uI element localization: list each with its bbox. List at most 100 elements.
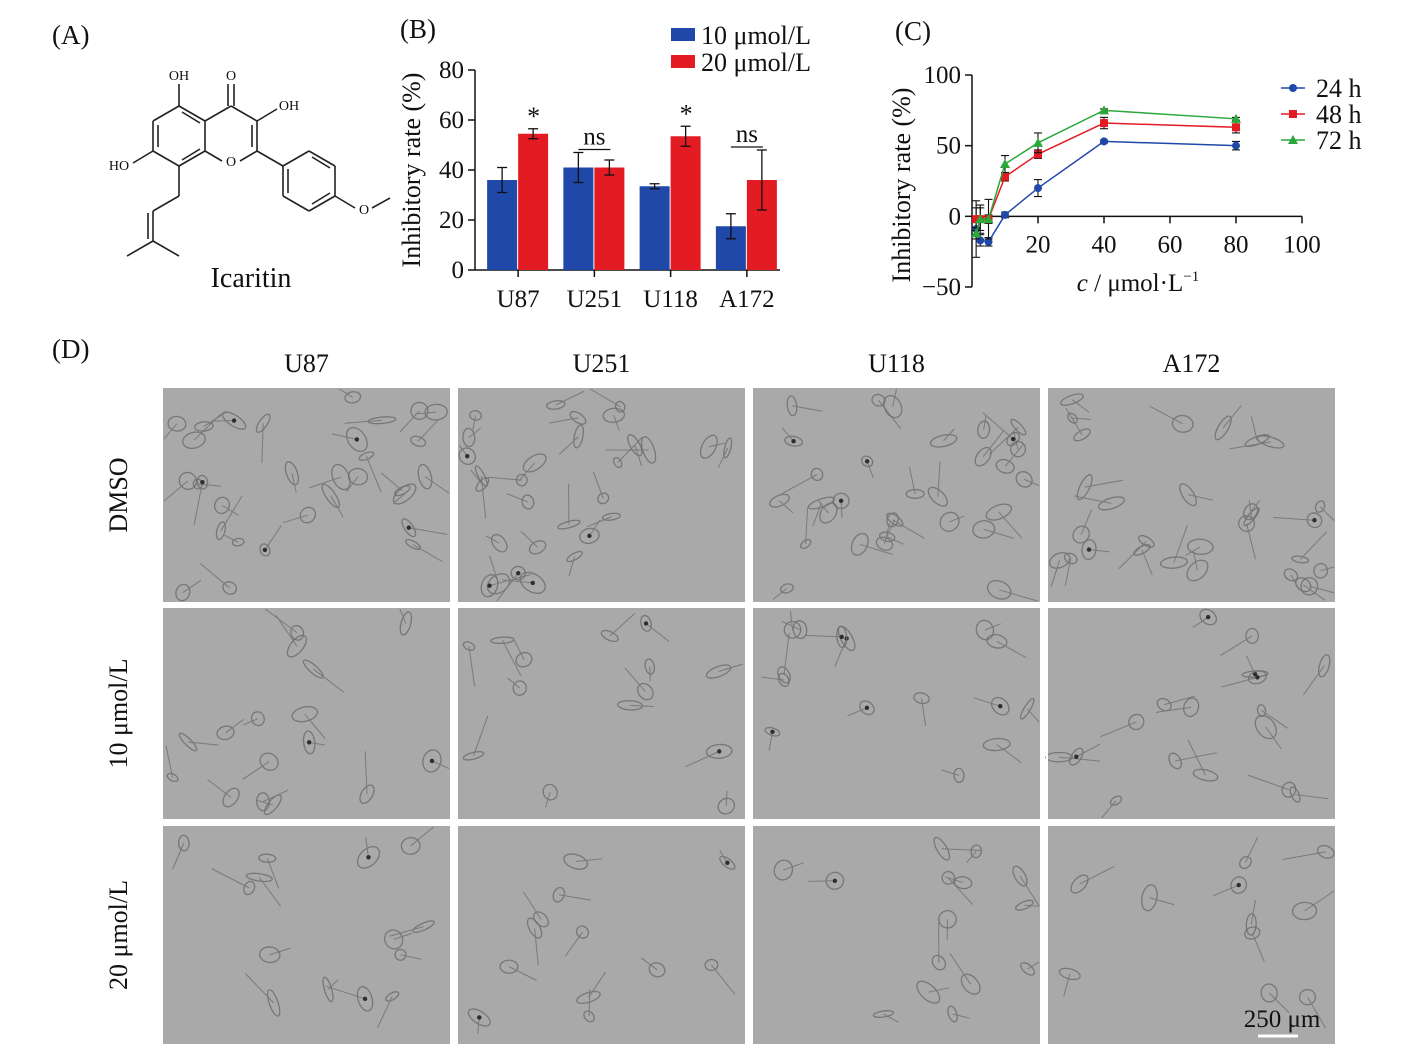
cell-body <box>784 435 804 447</box>
cell-process <box>264 608 298 634</box>
cell-process <box>711 964 736 995</box>
cell-body <box>977 420 991 439</box>
c-y-tick-label: −50 <box>922 274 961 301</box>
cell-process <box>518 462 536 482</box>
cell-body <box>178 732 198 752</box>
cell-body <box>773 859 794 881</box>
cell-process <box>575 858 603 863</box>
cell-process <box>496 572 519 602</box>
atom-oh-left: HO <box>109 159 129 174</box>
atom-o-methoxy: O <box>359 203 369 218</box>
cell-process <box>283 514 308 524</box>
cell-process <box>304 713 326 740</box>
cell-body <box>799 538 812 550</box>
cell-body <box>266 989 281 1017</box>
cell-process <box>1251 932 1265 962</box>
c-legend-marker <box>1289 84 1297 92</box>
cell-process <box>399 410 420 433</box>
cell-body <box>1192 768 1219 782</box>
b-bar <box>518 133 549 270</box>
cell-process <box>512 637 525 660</box>
cell-process <box>193 482 203 525</box>
b-legend-label: 20 μmol/L <box>701 48 811 77</box>
cell-body <box>299 506 317 524</box>
cell-process <box>172 842 185 870</box>
micrograph-frame <box>456 386 747 604</box>
cell-body <box>807 496 835 510</box>
b-significance-mark: * <box>680 99 693 128</box>
cell-process <box>892 388 897 407</box>
cell-process <box>1193 551 1198 571</box>
cell-body <box>717 797 736 815</box>
cell-process <box>1244 836 1259 863</box>
cell-body <box>986 634 1008 649</box>
cell-process <box>523 891 542 920</box>
b-x-tick-label: U251 <box>567 286 623 313</box>
cell-body <box>258 853 277 863</box>
cell-debris <box>429 758 435 764</box>
cell-process <box>791 405 823 412</box>
cell-body <box>214 496 231 515</box>
cell-body <box>480 574 499 598</box>
cell-body <box>602 407 626 423</box>
cell-body <box>705 664 732 679</box>
cell-body <box>941 870 956 885</box>
cell-process <box>708 442 726 448</box>
cell-debris <box>864 459 870 464</box>
cell-process <box>477 1017 480 1034</box>
cell-body <box>499 959 519 974</box>
cell-body <box>177 834 190 852</box>
cell-body <box>931 954 947 971</box>
cell-process <box>883 522 891 544</box>
cell-process <box>472 415 477 431</box>
cell-debris <box>465 453 470 459</box>
cell-process <box>1173 525 1188 563</box>
b-legend-swatch <box>671 28 695 41</box>
cell-process <box>1187 494 1213 501</box>
cell-process <box>165 745 174 778</box>
cell-process <box>502 579 533 584</box>
cell-body <box>1245 913 1257 936</box>
cell-body <box>1067 412 1078 424</box>
cell-process <box>506 493 529 503</box>
cell-body <box>982 737 1011 752</box>
line-chart-c: 100 50 0 −50 20 40 60 80 100 Inhibitory rate (%) c… <box>887 62 1362 301</box>
cell-body <box>521 494 535 510</box>
cell-body <box>1260 983 1278 1003</box>
b-y-tick-label: 0 <box>452 257 465 284</box>
micrograph-image <box>457 607 746 820</box>
cell-body <box>705 743 733 759</box>
cell-body <box>284 461 300 486</box>
cell-process <box>291 473 297 493</box>
cell-process <box>892 519 925 539</box>
cell-process <box>1229 441 1271 450</box>
cell-body <box>1012 865 1028 887</box>
cell-process <box>952 1013 970 1019</box>
micrograph-frame <box>161 824 452 1046</box>
cell-body <box>1300 576 1319 596</box>
cell-process <box>555 390 585 406</box>
cell-body <box>1245 627 1260 644</box>
cell-process <box>534 928 539 966</box>
cell-process <box>1309 585 1335 594</box>
cell-process <box>1251 416 1258 441</box>
cell-body <box>819 502 838 524</box>
cell-process <box>949 953 972 985</box>
b-y-axis-label: Inhibitory rate (%) <box>397 73 426 268</box>
cell-body <box>972 520 996 539</box>
c-legend-label: 72 h <box>1316 126 1362 155</box>
cell-body <box>953 767 965 784</box>
cell-process <box>1304 890 1335 912</box>
cell-body <box>221 411 247 430</box>
cell-process <box>389 926 424 937</box>
cell-process <box>685 750 720 768</box>
cell-debris <box>1074 754 1079 759</box>
cell-process <box>399 608 407 624</box>
c-data-point <box>1034 150 1042 159</box>
cell-body <box>1048 552 1071 569</box>
cell-process <box>1155 706 1192 713</box>
cell-process <box>330 495 344 518</box>
cell-body <box>576 990 601 1005</box>
cell-body <box>640 614 652 632</box>
cell-body <box>522 453 547 473</box>
